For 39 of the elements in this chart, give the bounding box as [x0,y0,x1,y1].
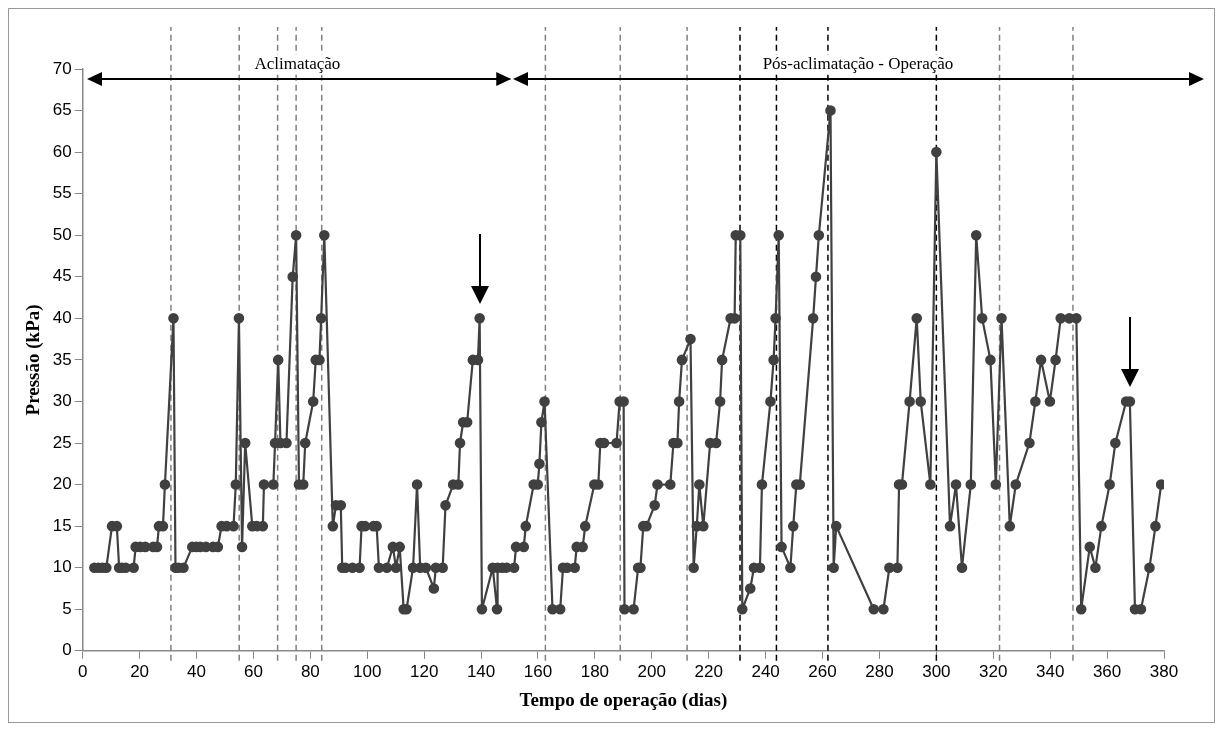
x-tick-label: 80 [300,661,320,681]
y-tick-label: 25 [52,432,72,452]
y-tick-label: 35 [52,349,72,369]
x-tick-label: 220 [694,661,723,681]
x-tick-label: 120 [409,661,439,681]
x-tick-label: 300 [922,661,951,681]
y-tick-label: 5 [62,598,72,618]
y-tick-label: 55 [52,183,72,203]
y-tick-label: 45 [52,266,72,286]
annotation: Aclimatação [254,53,341,73]
x-tick-label: 100 [353,661,382,681]
y-axis-title: Pressão (kPa) [22,304,45,416]
y-tick-label: 30 [52,391,72,411]
y-tick-label: 65 [52,100,72,120]
x-tick-label: 340 [1035,661,1065,681]
x-tick-label: 140 [466,661,496,681]
x-tick-label: 40 [187,661,206,681]
x-tick-label: 240 [751,661,780,681]
y-tick-label: 40 [52,308,72,328]
x-tick-label: 0 [77,661,88,681]
x-tick-label: 380 [1149,661,1179,681]
x-tick-label: 260 [808,661,837,681]
x-tick-label: 60 [243,661,263,681]
y-tick-label: 15 [52,515,72,535]
y-tick-label: 0 [62,640,72,660]
x-axis-title: Tempo de operação (dias) [519,688,728,711]
y-tick-label: 60 [52,141,72,161]
y-tick-label: 70 [52,58,72,78]
x-tick-label: 320 [979,661,1008,681]
y-tick-label: 10 [52,557,72,577]
y-tick-label: 50 [52,224,72,244]
x-tick-label: 360 [1092,661,1122,681]
annotation: Pós-aclimatação - Operação [762,53,954,73]
x-tick-label: 180 [580,661,610,681]
x-tick-label: 20 [130,661,150,681]
x-tick-label: 200 [637,661,666,681]
x-tick-label: 280 [865,661,894,681]
x-tick-label: 160 [523,661,553,681]
y-tick-label: 20 [52,474,72,494]
